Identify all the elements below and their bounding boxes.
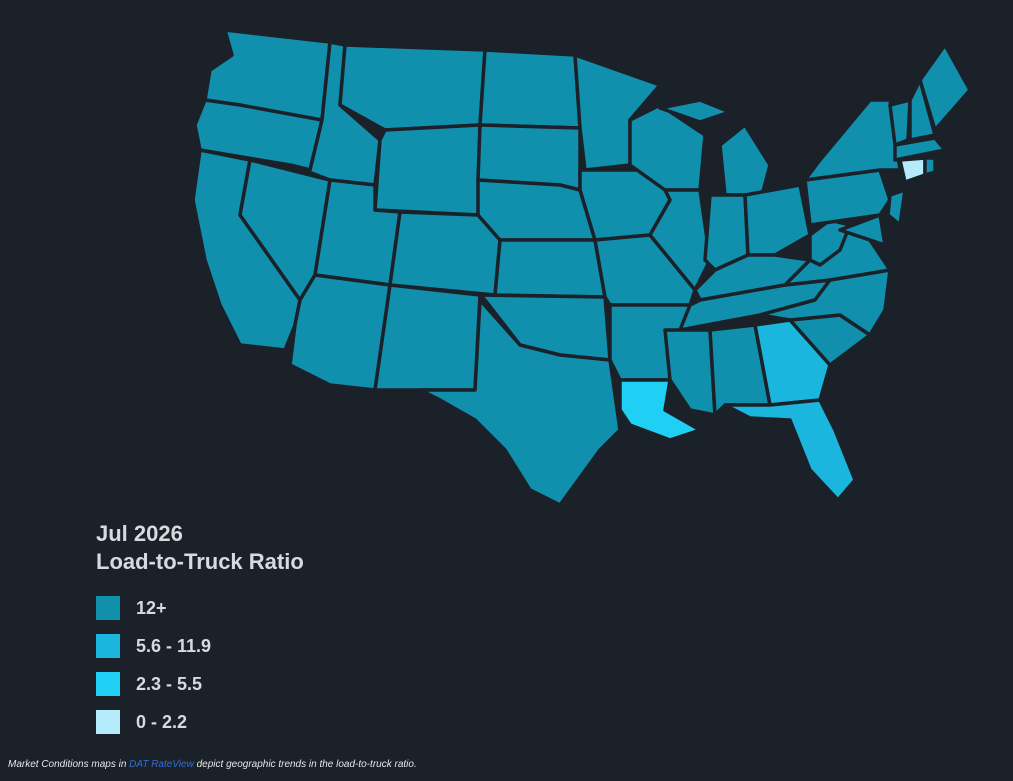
state	[718, 123, 772, 197]
legend-label: 5.6 - 11.9	[136, 635, 212, 656]
legend-swatch	[96, 710, 120, 734]
legend-label: 12+	[136, 597, 167, 618]
state	[338, 43, 487, 132]
legend-swatch	[96, 634, 120, 658]
legend-label: 0 - 2.2	[136, 711, 188, 732]
state	[288, 273, 392, 392]
caption-text: depict geographic trends in the load-to-…	[193, 759, 417, 770]
state	[908, 78, 937, 142]
legend-swatch	[96, 672, 120, 696]
legend-item: 5.6 - 11.9	[96, 634, 211, 658]
state	[753, 318, 832, 407]
state	[723, 398, 857, 502]
legend-title-line: Load-to-Truck Ratio	[96, 549, 304, 574]
legend-title-line: Jul 2026	[96, 521, 183, 546]
state	[373, 283, 482, 392]
legend-item: 12+	[96, 596, 167, 620]
state	[663, 328, 717, 417]
state	[493, 238, 607, 299]
state	[803, 98, 902, 182]
legend-title: Jul 2026 Load-to-Truck Ratio	[96, 520, 304, 576]
state	[888, 98, 912, 147]
states	[191, 28, 972, 507]
caption: Market Conditions maps in DAT RateView d…	[8, 759, 417, 770]
state	[658, 98, 732, 124]
state	[838, 213, 887, 247]
caption-text: Market Conditions maps in	[8, 759, 130, 770]
us-map	[191, 28, 972, 507]
state	[373, 123, 482, 217]
state	[898, 156, 927, 184]
state	[886, 188, 907, 227]
state	[618, 378, 702, 442]
caption-link[interactable]: DAT RateView	[129, 759, 194, 770]
state	[743, 183, 812, 257]
legend-item: 0 - 2.2	[96, 710, 187, 734]
state	[418, 298, 622, 507]
legend-label: 2.3 - 5.5	[136, 673, 203, 694]
legend-swatch	[96, 596, 120, 620]
state	[476, 178, 597, 242]
state	[478, 48, 582, 130]
state	[388, 210, 502, 297]
legend-item: 2.3 - 5.5	[96, 672, 202, 696]
state	[893, 136, 947, 162]
state	[923, 156, 937, 177]
